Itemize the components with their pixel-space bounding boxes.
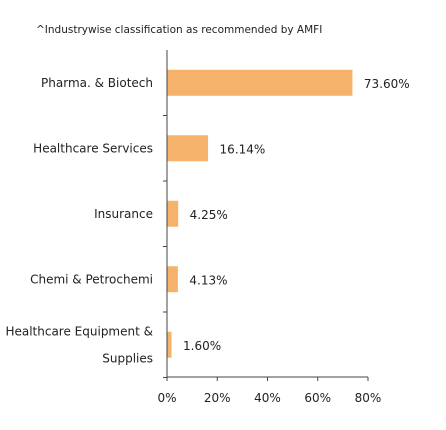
category-label: Healthcare Services [33, 141, 153, 155]
x-tick-label: 0% [157, 391, 176, 405]
x-tick-label: 60% [304, 391, 331, 405]
bar [167, 69, 353, 96]
chart-marks: Pharma. & Biotech 73.60% Healthcare Servic… [5, 50, 410, 405]
category-label: Insurance [94, 207, 153, 221]
data-label: 4.13% [189, 273, 227, 287]
bar [167, 331, 172, 358]
x-tick-label: 40% [254, 391, 281, 405]
x-tick-label: 20% [204, 391, 231, 405]
chart-note: ^Industrywise classification as recommen… [36, 24, 322, 36]
bar [167, 135, 209, 162]
data-label: 73.60% [364, 77, 410, 91]
data-label: 1.60% [183, 339, 221, 353]
category-label: Chemi & Petrochemi [30, 272, 153, 286]
bar [167, 200, 179, 227]
bar [167, 266, 178, 293]
x-tick-label: 80% [355, 391, 382, 405]
data-label: 16.14% [220, 142, 266, 156]
category-label: Healthcare Equipment & [5, 324, 153, 338]
data-label: 4.25% [190, 208, 228, 222]
category-label: Supplies [102, 351, 153, 365]
category-label: Pharma. & Biotech [41, 76, 153, 90]
